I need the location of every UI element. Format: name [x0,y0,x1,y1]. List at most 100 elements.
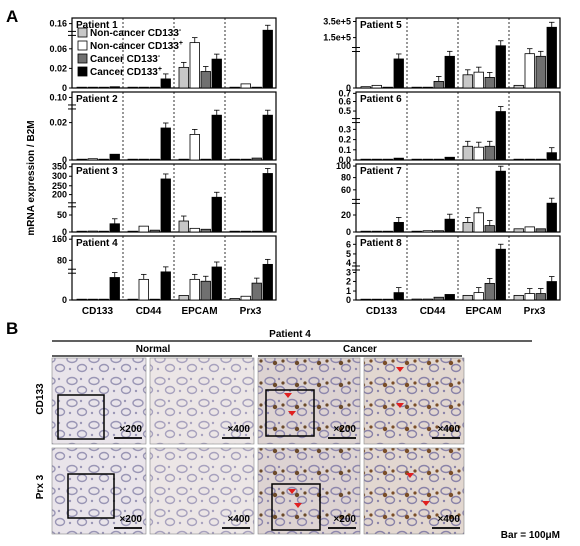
micrograph-image [257,357,361,445]
bar [262,29,273,89]
y-tick-label: 100 [336,161,351,171]
bar [200,71,211,89]
magnification-label: ×200 [333,424,356,435]
y-tick-label: 3.5e+5 [323,17,351,27]
arrow-icon [422,501,430,506]
bar [462,221,473,233]
bar [462,74,473,89]
legend-label: Non-cancer CD133- [90,27,182,39]
y-tick-label: 0.02 [49,63,67,73]
bar [251,157,262,161]
bar [462,294,473,301]
bar [178,66,189,89]
bar [262,173,273,233]
bar [229,158,240,161]
bar [127,158,138,161]
normal-label: Normal [136,344,171,355]
bar [371,298,382,301]
bar [513,294,524,301]
legend-swatch [77,40,88,51]
y-tick-label: 0 [346,83,351,93]
bar [109,277,120,301]
y-tick-label: 0.2 [338,135,351,145]
bar [546,281,557,301]
y-tick-label: 4 [346,258,351,268]
legend-swatch [77,27,88,38]
row-label-prx3: Prx 3 [35,474,46,499]
chart-title: Patient 5 [360,20,402,31]
gene-label-cd133: CD133 [82,306,114,317]
magnification-label: ×400 [227,514,250,525]
panel-b: Patient 4 Normal Cancer CD133 Prx 3 ×200… [35,329,560,541]
bar [393,157,404,161]
micrograph-1: ×200 [51,357,147,445]
bar [546,26,557,89]
y-tick-label: 0.3 [338,124,351,134]
bar [495,45,506,89]
chart-title: Patient 2 [76,94,118,105]
bar [524,53,535,89]
y-tick-label: 0.06 [49,44,67,54]
gene-label-prx3: Prx3 [524,306,546,317]
bar [109,153,120,161]
bar [444,218,455,233]
bar [149,86,160,89]
y-tick-label: 0.7 [338,88,351,98]
bar [138,86,149,89]
y-tick-label: 3 [346,267,351,277]
bar [546,202,557,233]
gene-label-cd133: CD133 [366,306,398,317]
bar [473,71,484,89]
bar [98,158,109,161]
y-tick-label: 2 [346,276,351,286]
bar [189,227,200,233]
bar [229,230,240,233]
y-tick-label: 300 [52,171,67,181]
bar [87,298,98,301]
zoom-box [271,483,321,531]
arrow-icon [294,503,302,508]
legend-label: Cancer CD133+ [90,66,162,78]
zoom-box [265,389,315,437]
bar [200,158,211,161]
y-tick-label: 0 [62,83,67,93]
gene-label-cd44: CD44 [420,306,446,317]
chart-title: Patient 6 [360,94,402,105]
magnification-label: ×400 [437,514,460,525]
bar [535,158,546,161]
y-tick-label: 0 [346,227,351,237]
y-tick-label: 80 [57,255,67,265]
bar [473,212,484,233]
bar [240,158,251,161]
legend-label: Non-cancer CD133+ [90,40,183,52]
bar [535,293,546,301]
bar [513,228,524,233]
bar [360,158,371,161]
magnification-label: ×400 [437,424,460,435]
bar [524,158,535,161]
y-tick-label: 0.0 [338,155,351,165]
zoom-box [57,394,105,440]
bar [160,178,171,233]
bar [360,230,371,233]
gene-label-prx3: Prx3 [240,306,262,317]
gene-label-cd44: CD44 [136,306,162,317]
chart-2: 0 0.02 0.10 Patient 2 [49,91,277,165]
chart-title: Patient 3 [76,166,118,177]
bar [240,295,251,301]
panel-b-title: Patient 4 [269,329,311,340]
bar [360,86,371,89]
bar [513,84,524,89]
chart-4: 0 80 160 Patient 4 [52,234,277,305]
micrograph-2: ×400 [149,357,255,445]
y-tick-label: 50 [57,210,67,220]
micrograph-image [51,357,147,445]
bar [360,298,371,301]
bar [76,158,87,161]
micrograph-image [257,447,361,535]
bar [393,58,404,89]
bar [76,298,87,301]
bar [433,296,444,301]
